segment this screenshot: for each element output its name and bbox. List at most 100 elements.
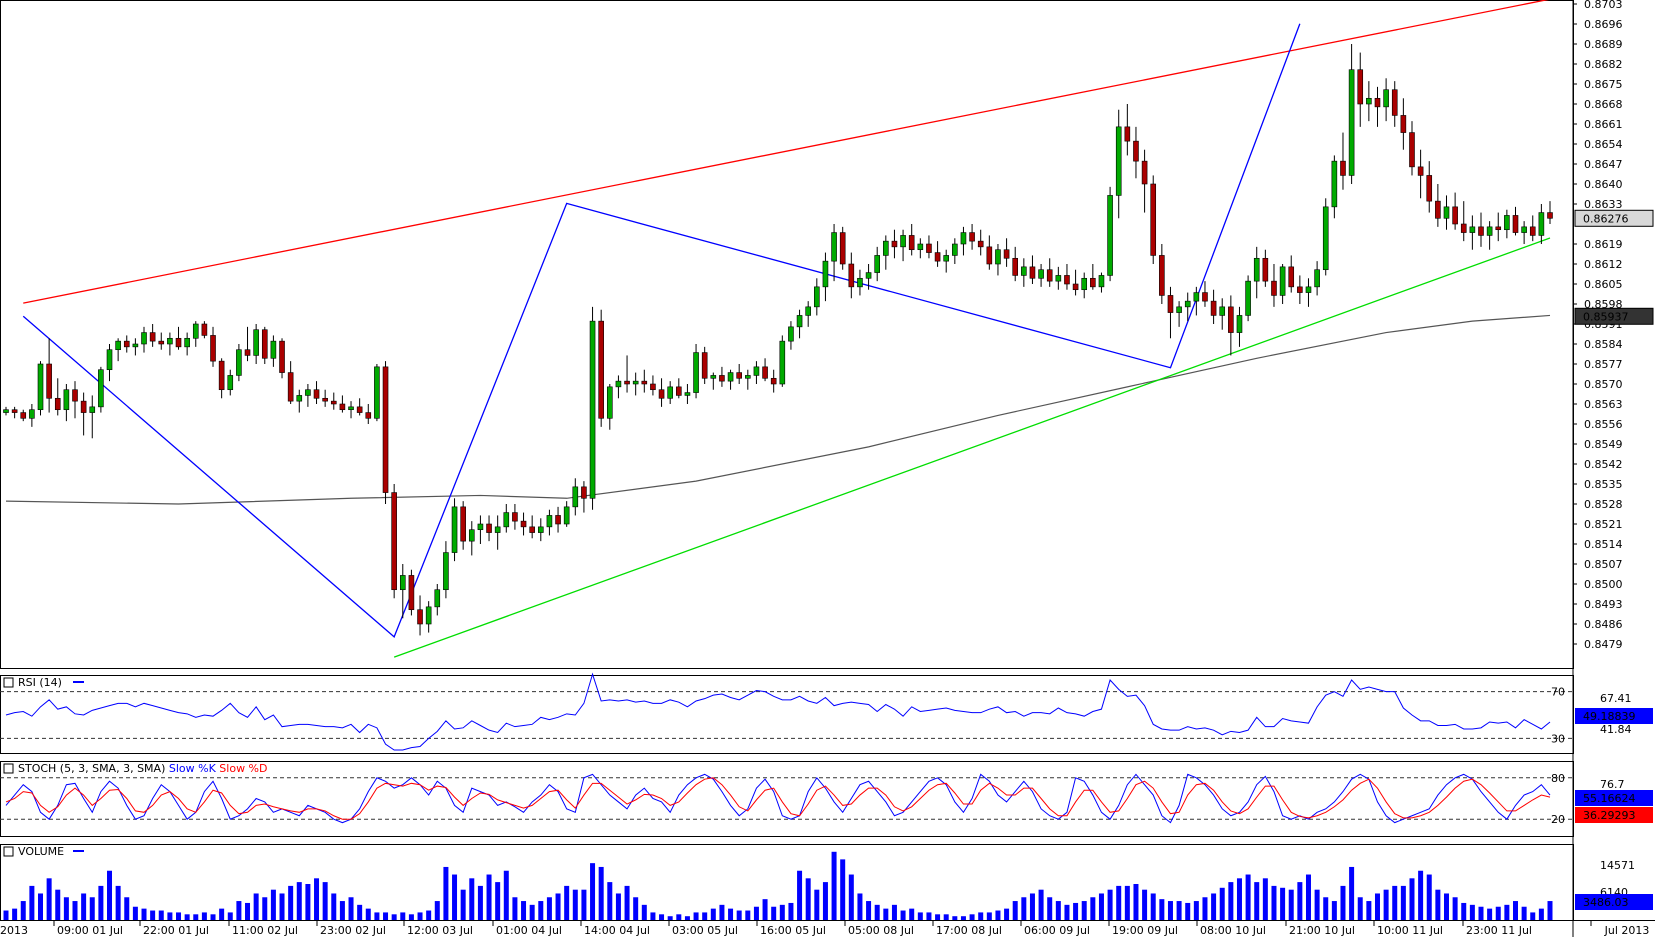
- volume-bar: [1055, 901, 1061, 920]
- volume-bar: [1167, 901, 1173, 920]
- stoch-d-legend: Slow %D: [219, 762, 267, 775]
- volume-bar: [848, 874, 854, 920]
- candle-body: [175, 337, 182, 348]
- candle: [606, 384, 613, 430]
- price-tick-label: 0.8605: [1584, 278, 1623, 291]
- candle-body: [1012, 257, 1019, 276]
- volume-bar: [555, 893, 561, 920]
- candle: [883, 235, 889, 270]
- rsi-toggle-icon[interactable]: [3, 677, 14, 688]
- volume-bar: [719, 904, 725, 920]
- candle: [1478, 212, 1484, 247]
- candle: [1271, 264, 1277, 307]
- volume-bar: [1090, 897, 1096, 920]
- candle: [710, 372, 717, 390]
- candle: [37, 361, 44, 416]
- candle-body: [986, 246, 993, 265]
- volume-bar: [158, 910, 164, 920]
- rsi-pane: 70 30: [0, 672, 1573, 751]
- rsi-header[interactable]: RSI (14): [3, 676, 84, 689]
- candle: [589, 306, 596, 510]
- candle: [236, 344, 242, 382]
- volume-header[interactable]: VOLUME: [3, 845, 84, 858]
- stoch-toggle-icon[interactable]: [3, 763, 14, 774]
- candle: [1331, 155, 1338, 219]
- candle-body: [1115, 126, 1122, 196]
- candle-body: [1193, 292, 1200, 302]
- volume-bar: [659, 914, 665, 920]
- candle: [1141, 149, 1148, 213]
- volume-bar: [29, 885, 35, 920]
- candle: [1504, 209, 1510, 239]
- volume-bar: [590, 863, 596, 920]
- candle: [1383, 78, 1389, 122]
- candle: [192, 321, 199, 347]
- volume-bar: [1176, 901, 1182, 920]
- candle: [123, 335, 130, 353]
- candle: [1107, 186, 1113, 282]
- candle: [80, 392, 87, 436]
- candle-body: [555, 515, 561, 525]
- candle-body: [201, 323, 208, 336]
- candle-body: [934, 252, 941, 262]
- volume-bar: [1374, 893, 1380, 920]
- volume-bar: [1038, 889, 1044, 920]
- price-tick-label: 0.8598: [1584, 298, 1623, 311]
- volume-toggle-icon[interactable]: [3, 846, 14, 857]
- price-tick-label: 0.8507: [1584, 558, 1623, 571]
- price-tick-label: 0.8549: [1584, 438, 1623, 451]
- candle: [1529, 215, 1536, 242]
- volume-bar: [1366, 901, 1372, 920]
- volume-bar: [1133, 884, 1139, 920]
- price-tick-label: 0.8654: [1584, 138, 1623, 151]
- volume-bar: [1185, 902, 1191, 920]
- candle: [1486, 221, 1493, 250]
- rsi-lower-label: 41.84: [1600, 723, 1632, 736]
- candle: [494, 515, 501, 550]
- volume-bar: [1236, 878, 1242, 920]
- volume-bar: [917, 912, 923, 920]
- x-axis-label: 10:00 11 Jul: [1377, 924, 1443, 937]
- candle: [1228, 295, 1234, 356]
- candle-body: [287, 372, 294, 402]
- price-tick-label: 0.8486: [1584, 618, 1623, 631]
- candle-body: [745, 375, 751, 379]
- candle: [684, 384, 691, 404]
- candle: [46, 338, 52, 413]
- candle-body: [1150, 183, 1157, 256]
- candle-body: [1486, 226, 1493, 236]
- volume-bar: [426, 910, 432, 920]
- candle-body: [339, 403, 346, 411]
- candle: [865, 264, 872, 290]
- candle-body: [89, 406, 96, 413]
- candle: [132, 338, 139, 356]
- stoch-d-box: [1575, 807, 1653, 823]
- price-tick-label: 0.8577: [1584, 358, 1623, 371]
- volume-bar: [314, 878, 320, 920]
- candle: [1357, 52, 1364, 127]
- candle: [313, 381, 320, 404]
- x-axis-label: 06:00 09 Jul: [1024, 924, 1090, 937]
- x-axis-label: 11:00 02 Jul: [232, 924, 298, 937]
- candle: [1521, 221, 1527, 244]
- candle: [1305, 278, 1312, 307]
- volume-bar: [512, 897, 518, 920]
- candle: [305, 384, 311, 407]
- candle: [253, 324, 259, 364]
- candle-body: [684, 392, 691, 396]
- volume-bar: [452, 874, 458, 920]
- volume-bar: [486, 874, 492, 920]
- candle-body: [814, 286, 820, 308]
- candle-body: [1228, 306, 1234, 333]
- volume-bar: [201, 912, 207, 920]
- candle-body: [408, 575, 415, 611]
- candle: [287, 361, 294, 404]
- volume-bar: [1383, 889, 1389, 920]
- volume-bar: [650, 912, 656, 920]
- candle: [1210, 289, 1217, 324]
- stoch-header[interactable]: STOCH (5, 3, SMA, 3, SMA) Slow %K Slow %…: [3, 762, 267, 775]
- x-axis-label: 01:00 04 Jul: [496, 924, 562, 937]
- candle-body: [1331, 160, 1338, 208]
- candle: [1297, 275, 1303, 304]
